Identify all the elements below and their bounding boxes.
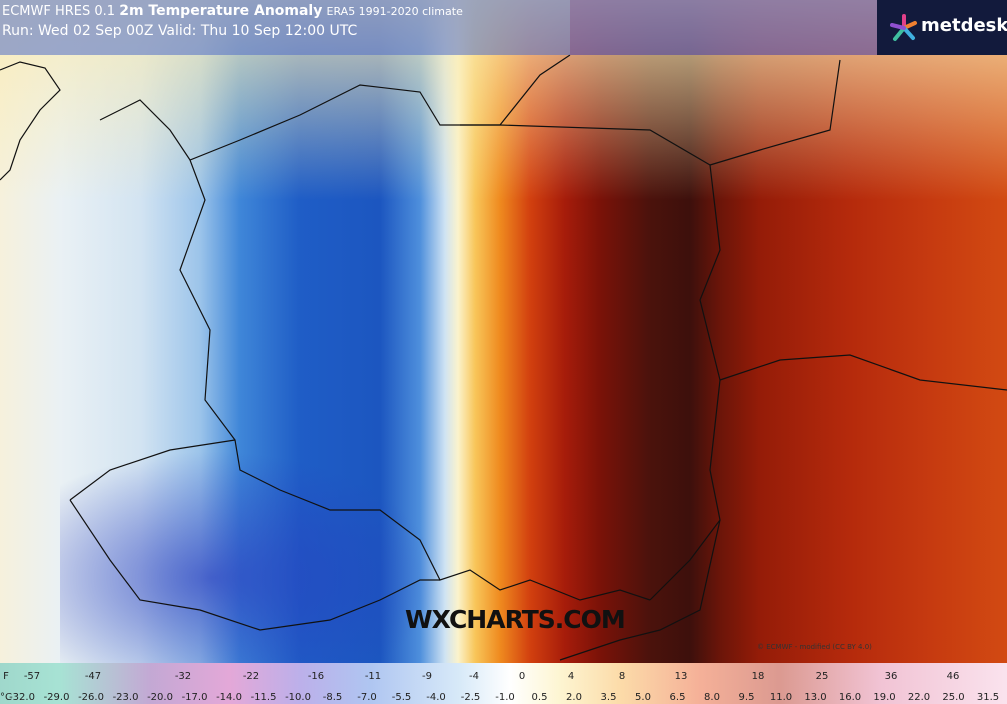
c-label: 3.5 [600, 692, 617, 703]
header-band [0, 0, 570, 55]
c-label: -2.5 [460, 692, 481, 703]
c-label: 5.0 [635, 692, 651, 703]
f-label: 8 [618, 671, 626, 682]
border [69, 439, 440, 631]
f-label: -32 [174, 671, 192, 682]
c-label: 0.5 [531, 692, 548, 703]
f-label: 4 [567, 671, 575, 682]
c-label: -8.5 [322, 692, 343, 703]
f-label: 18 [751, 671, 765, 682]
border [179, 159, 651, 601]
f-label: -9 [422, 671, 432, 682]
border [559, 519, 721, 661]
c-label: 31.5 [976, 692, 1000, 703]
c-label: -23.0 [112, 692, 139, 703]
border [719, 354, 1007, 391]
f-label: -16 [307, 671, 325, 682]
c-label: -5.5 [391, 692, 412, 703]
c-label: 2.0 [566, 692, 582, 703]
brand-name: metdesk [921, 15, 1007, 36]
c-label: -11.5 [250, 692, 277, 703]
c-label: 6.5 [669, 692, 686, 703]
climate: ERA5 1991-2020 climate [326, 5, 463, 18]
map-title: 2m Temperature Anomaly [119, 3, 323, 19]
colorbar-strip [0, 663, 1007, 704]
c-label: -32.0 [9, 692, 35, 703]
f-label: -4 [469, 671, 479, 682]
c-label: 25.0 [942, 692, 965, 703]
border [460, 124, 721, 601]
colorbar: F °C -57 -47 -32 -22 -16 -11 -9 -4 0 4 8 13 18 25 36 46… [0, 663, 1007, 704]
watermark: WXCHARTS.COM [405, 605, 626, 634]
f-label: -11 [364, 671, 382, 682]
f-label: 46 [946, 671, 960, 682]
unit-label: F [3, 671, 9, 682]
f-label: 13 [674, 671, 688, 682]
c-label: -29.0 [43, 692, 70, 703]
c-label: -1.0 [495, 692, 515, 703]
coastline [0, 61, 61, 181]
f-label: -47 [84, 671, 102, 682]
c-label: 9.5 [738, 692, 755, 703]
c-label: -4.0 [426, 692, 446, 703]
c-label: -26.0 [78, 692, 104, 703]
c-label: 8.0 [704, 692, 720, 703]
coastline [99, 54, 571, 161]
c-label: 11.0 [769, 692, 793, 703]
borders [0, 54, 1007, 661]
brand-logo [890, 14, 917, 41]
header-line: ECMWF HRES 0.1 2m Temperature Anomaly ER… [2, 3, 463, 19]
f-label: 36 [884, 671, 898, 682]
c-label: 16.0 [838, 692, 862, 703]
brand-box[interactable]: metdesk [877, 0, 1007, 55]
f-label: 0 [518, 671, 526, 682]
c-label: 22.0 [907, 692, 931, 703]
f-label: -22 [242, 671, 260, 682]
c-label: -14.0 [216, 692, 242, 703]
c-label: 19.0 [873, 692, 896, 703]
f-label: 25 [815, 671, 829, 682]
c-label: -20.0 [147, 692, 173, 703]
c-label: -10.0 [285, 692, 311, 703]
model: ECMWF HRES 0.1 [2, 4, 116, 19]
f-label: -57 [23, 671, 41, 682]
border [709, 59, 841, 166]
map-shading [60, 450, 440, 663]
header-band [570, 0, 877, 55]
unit-label: °C [0, 692, 12, 703]
c-label: 13.0 [804, 692, 827, 703]
credit: © ECMWF - modified (CC BY 4.0) [757, 643, 872, 651]
c-label: -7.0 [357, 692, 377, 703]
c-label: -17.0 [181, 692, 208, 703]
run-info: Run: Wed 02 Sep 00Z Valid: Thu 10 Sep 12… [2, 23, 358, 39]
